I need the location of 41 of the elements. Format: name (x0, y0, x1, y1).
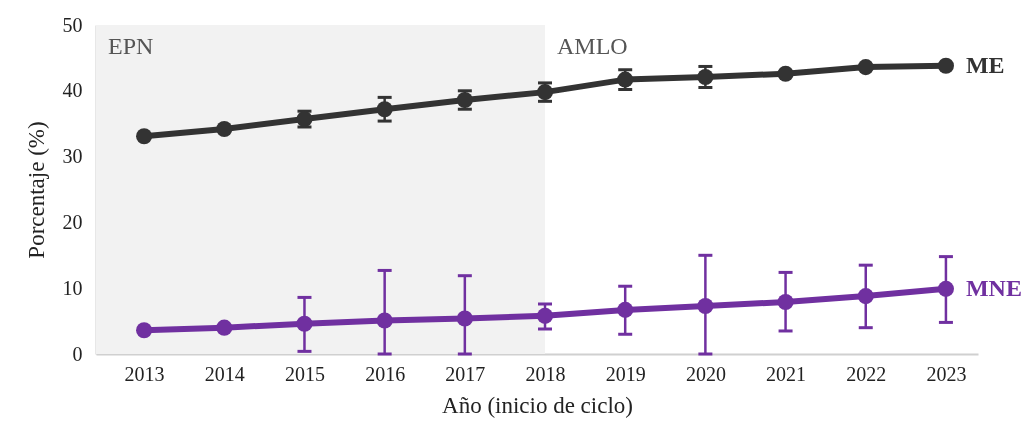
x-tick-label: 2023 (926, 362, 967, 385)
point (857, 59, 874, 76)
y-tick-label: 50 (62, 13, 83, 36)
y-tick-label: 10 (62, 276, 83, 299)
y-tick-label: 20 (62, 210, 83, 233)
point (937, 280, 954, 297)
point (617, 301, 634, 318)
series-label: ME (965, 51, 1005, 78)
x-tick-label: 2017 (445, 362, 486, 385)
point (857, 288, 874, 305)
x-tick-label: 2019 (605, 362, 646, 385)
point (777, 65, 794, 82)
series-label: MNE (965, 274, 1022, 301)
point (216, 319, 233, 336)
point (136, 322, 153, 339)
point (296, 315, 313, 332)
y-axis-title: Porcentaje (%) (23, 121, 49, 259)
point (697, 297, 714, 315)
x-axis-title: Año (inicio de ciclo) (442, 392, 633, 418)
x-tick-label: 2016 (365, 362, 406, 385)
x-tick-label: 2018 (525, 362, 566, 385)
x-tick-label: 2015 (284, 362, 325, 385)
band-label: EPN (108, 33, 154, 59)
x-tick-label: 2022 (846, 362, 887, 385)
x-tick-label: 2020 (685, 362, 726, 385)
point (697, 68, 714, 86)
y-tick-label: 40 (62, 79, 83, 102)
point (937, 57, 954, 74)
point (536, 307, 554, 324)
point (376, 312, 393, 329)
y-tick-label: 0 (72, 342, 83, 365)
point (376, 101, 393, 118)
annotation: AMLO (557, 33, 628, 59)
point (216, 120, 233, 138)
point (456, 310, 473, 327)
y-tick-label: 30 (62, 145, 83, 168)
x-tick-label: 2021 (766, 362, 807, 385)
point (136, 128, 153, 145)
x-tick-label: 2014 (204, 362, 245, 385)
x-tick-label: 2013 (124, 362, 165, 385)
point (777, 293, 794, 311)
